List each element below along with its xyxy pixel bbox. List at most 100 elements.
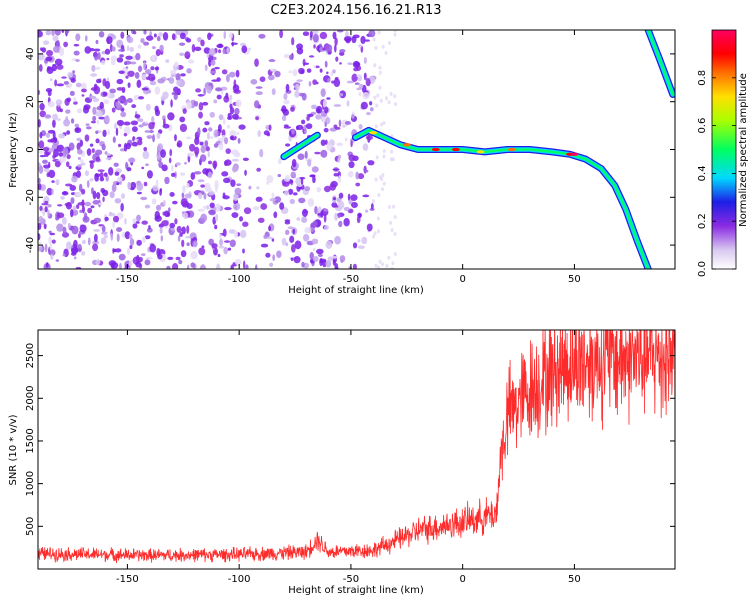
noise-speck [194, 146, 200, 156]
noise-speck [337, 157, 341, 163]
noise-speck [390, 228, 394, 233]
noise-speck [337, 212, 341, 219]
noise-speck [301, 216, 308, 223]
noise-speck [312, 247, 316, 252]
noise-speck [291, 37, 295, 46]
noise-speck [208, 127, 213, 132]
noise-speck [54, 58, 63, 66]
noise-speck [75, 170, 82, 178]
noise-speck [389, 91, 393, 96]
noise-speck [254, 58, 259, 67]
noise-speck [63, 118, 71, 127]
noise-speck [354, 82, 360, 85]
noise-speck [260, 243, 269, 248]
noise-speck [44, 206, 48, 213]
noise-speck [289, 235, 295, 243]
noise-speck [285, 143, 291, 147]
noise-speck [302, 31, 310, 37]
noise-speck [369, 107, 374, 112]
noise-speck [116, 87, 124, 91]
noise-speck [92, 243, 99, 252]
noise-speck [233, 192, 239, 202]
noise-speck [39, 103, 45, 111]
noise-speck [94, 172, 99, 182]
noise-speck [62, 226, 67, 235]
noise-speck [239, 216, 244, 222]
noise-speck [233, 230, 239, 238]
colorbar-tick-label: 0.0 [697, 261, 708, 277]
noise-speck [314, 151, 321, 155]
noise-speck [141, 166, 145, 170]
noise-speck [66, 130, 71, 135]
noise-speck [201, 101, 209, 106]
x-tick-label: 0 [459, 574, 465, 585]
noise-speck [169, 192, 175, 197]
noise-speck [238, 124, 246, 130]
noise-speck [274, 196, 282, 203]
noise-speck [89, 47, 95, 52]
x-tick-label: -50 [343, 574, 359, 585]
noise-speck [244, 169, 247, 176]
noise-speck [293, 256, 301, 264]
noise-speck [257, 217, 265, 223]
noise-speck [378, 259, 382, 264]
noise-speck [190, 262, 196, 268]
noise-speck [119, 262, 122, 269]
noise-speck [311, 166, 319, 173]
y-ticks-2: 500 1000 1500 2000 2500 [25, 343, 675, 536]
noise-speck [70, 247, 79, 254]
noise-speck [316, 186, 322, 193]
noise-speck [312, 255, 319, 263]
noise-speck [62, 216, 67, 225]
noise-speck [144, 121, 148, 124]
noise-speck [366, 223, 373, 232]
noise-speck [339, 255, 346, 263]
noise-speck [255, 196, 263, 202]
noise-speck [323, 127, 329, 133]
noise-speck [192, 240, 198, 248]
noise-speck [333, 172, 339, 177]
noise-speck [288, 54, 294, 60]
noise-speck [54, 160, 61, 168]
noise-speck [297, 153, 305, 161]
noise-speck [171, 33, 176, 41]
noise-speck [319, 31, 328, 40]
noise-speck [213, 56, 217, 61]
noise-speck [77, 164, 83, 168]
noise-speck [258, 33, 266, 39]
noise-speck [149, 30, 152, 37]
noise-speck [199, 154, 207, 162]
ridge-peak [507, 147, 516, 152]
noise-speck [143, 61, 146, 71]
noise-speck [320, 149, 328, 158]
noise-speck [47, 204, 52, 208]
noise-speck [90, 73, 98, 77]
noise-speck [211, 243, 218, 249]
noise-speck [117, 96, 124, 102]
colorbar-tick-label: 0.8 [697, 70, 708, 86]
noise-speck [47, 209, 50, 217]
noise-speck [315, 65, 320, 69]
noise-speck [314, 206, 318, 215]
noise-speck [186, 264, 190, 269]
noise-speck [197, 179, 205, 183]
noise-speck [382, 181, 386, 186]
noise-speck [323, 208, 329, 212]
noise-speck [114, 122, 117, 130]
noise-speck [179, 123, 188, 133]
noise-speck [348, 266, 353, 269]
noise-speck [317, 253, 323, 257]
noise-speck [130, 120, 139, 126]
noise-speck [127, 70, 135, 77]
noise-speck [236, 131, 240, 136]
noise-speck [170, 69, 177, 75]
noise-speck [72, 70, 76, 74]
noise-speck [346, 80, 355, 84]
noise-speck [312, 33, 319, 43]
noise-speck [125, 142, 131, 150]
snr-series [38, 330, 675, 564]
noise-speck [218, 124, 222, 132]
noise-speck [53, 148, 59, 158]
noise-speck [67, 222, 71, 229]
noise-speck [162, 32, 169, 41]
